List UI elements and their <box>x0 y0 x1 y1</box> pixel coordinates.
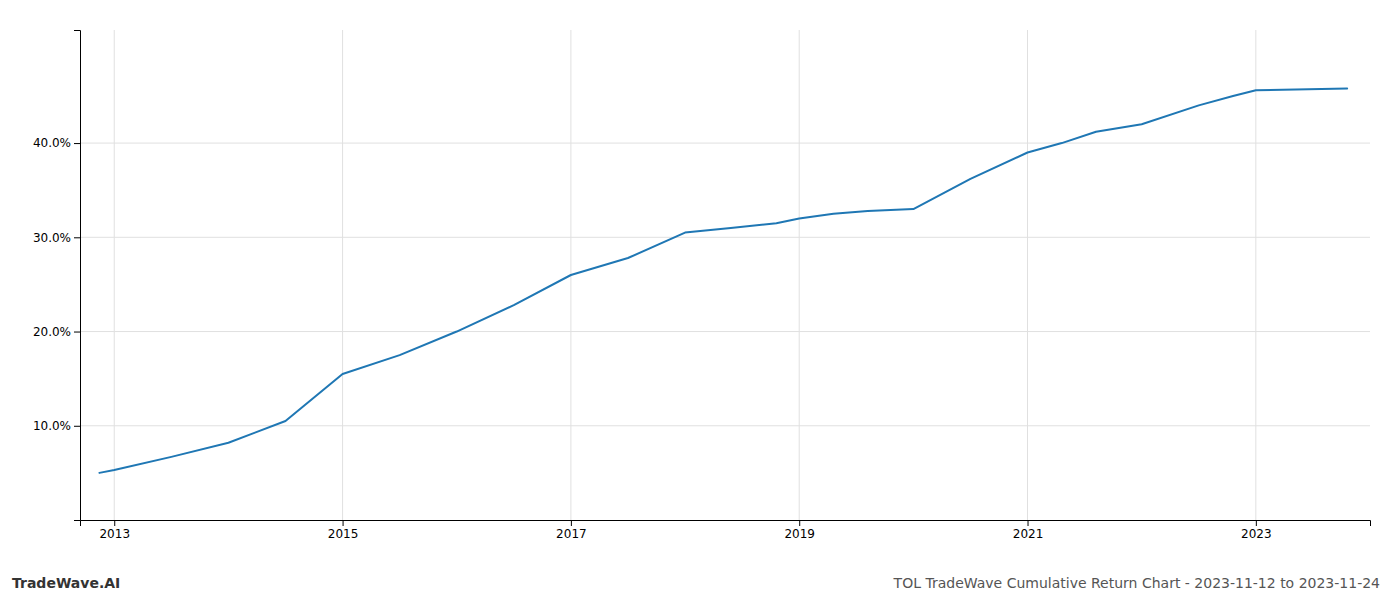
x-tick-mark <box>1256 520 1257 526</box>
x-tick: 2017 <box>556 520 587 541</box>
grid <box>80 30 1370 520</box>
y-tick: 20.0% <box>33 325 80 339</box>
title: TOL TradeWave Cumulative Return Chart - … <box>893 575 1380 591</box>
x-tick-mark <box>343 520 344 526</box>
y-axis: 10.0% 20.0% 30.0% 40.0% <box>33 31 81 521</box>
x-axis: 2013 2015 2017 2019 2021 2023 <box>81 520 1371 541</box>
y-tick-mark <box>74 143 80 144</box>
y-tick-mark <box>74 426 80 427</box>
x-tick: 2021 <box>1013 520 1044 541</box>
y-tick-label: 30.0% <box>33 231 71 245</box>
x-tick-mark <box>799 520 800 526</box>
x-tick-label: 2019 <box>784 527 815 541</box>
grid-line-x <box>1027 30 1028 520</box>
grid-line-y <box>80 331 1370 332</box>
x-tick: 2019 <box>784 520 815 541</box>
y-tick: 40.0% <box>33 136 80 150</box>
grid-line-y <box>80 143 1370 144</box>
y-tick: 30.0% <box>33 231 80 245</box>
plot-area: 2013 2015 2017 2019 2021 2023 10.0% 20.0% 30.0% 4… <box>33 30 1371 541</box>
x-tick: 2023 <box>1241 520 1272 541</box>
grid-line-x <box>1255 30 1256 520</box>
axis-line <box>74 31 81 521</box>
line <box>99 88 1347 472</box>
x-tick-label: 2013 <box>99 527 130 541</box>
x-tick-mark <box>1028 520 1029 526</box>
x-tick-label: 2015 <box>328 527 359 541</box>
x-tick-label: 2023 <box>1241 527 1272 541</box>
marks <box>99 88 1347 472</box>
y-tick-label: 10.0% <box>33 419 71 433</box>
y-tick-label: 20.0% <box>33 325 71 339</box>
x-tick-label: 2017 <box>556 527 587 541</box>
grid-line-x <box>342 30 343 520</box>
axis-line <box>81 521 1371 527</box>
y-tick-mark <box>74 237 80 238</box>
annotation: TradeWave.AI <box>12 575 120 591</box>
grid-line-x <box>799 30 800 520</box>
x-tick: 2015 <box>328 520 359 541</box>
y-tick-label: 40.0% <box>33 136 71 150</box>
y-tick-mark <box>74 332 80 333</box>
x-tick-mark <box>114 520 115 526</box>
x-tick-mark <box>571 520 572 526</box>
chart: 2013 2015 2017 2019 2021 2023 10.0% 20.0% 30.0% 4… <box>0 0 1400 600</box>
grid-line-x <box>114 30 115 520</box>
y-tick: 10.0% <box>33 419 80 433</box>
grid-line-y <box>80 237 1370 238</box>
x-tick: 2013 <box>99 520 130 541</box>
x-tick-label: 2021 <box>1013 527 1044 541</box>
